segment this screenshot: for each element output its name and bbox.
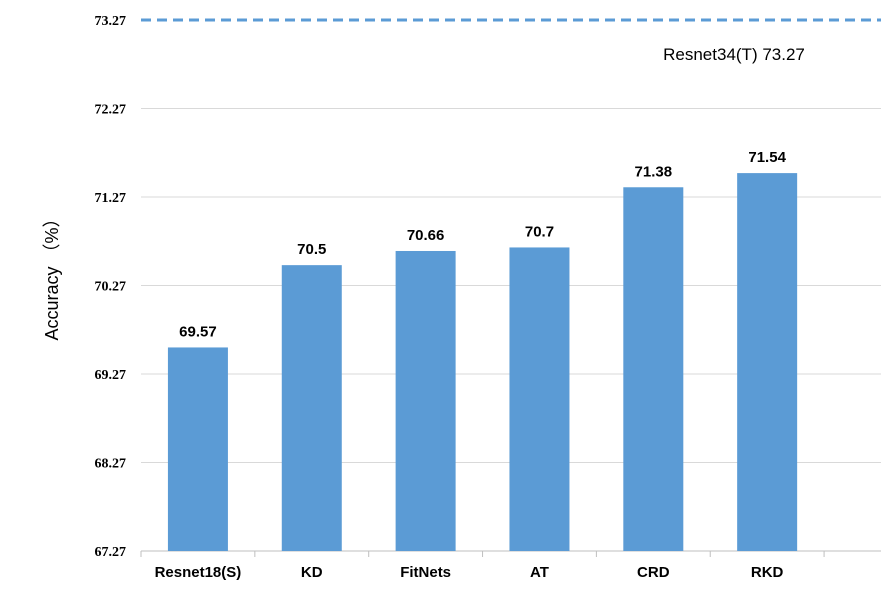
y-tick-label: 73.27 <box>95 14 127 29</box>
data-label: 71.38 <box>635 163 673 180</box>
x-tick-label: FitNets <box>400 564 451 581</box>
data-label: 70.5 <box>297 241 326 258</box>
reference-label: Resnet34(T) 73.27 <box>663 45 805 64</box>
bars <box>167 173 798 552</box>
y-tick-label: 71.27 <box>95 191 127 206</box>
x-tick-label: KD <box>301 564 323 581</box>
bar-rkd <box>737 173 798 552</box>
bar-at <box>509 247 570 551</box>
bar-fitnets <box>395 250 456 552</box>
y-tick-label: 69.27 <box>95 368 127 383</box>
y-axis-label: Accuracy （%） <box>42 209 62 340</box>
data-label: 70.66 <box>407 227 445 244</box>
y-tick-label: 72.27 <box>95 103 127 118</box>
data-labels: 69.57 70.5 70.66 70.7 71.38 71.54 <box>179 149 786 340</box>
y-axis-ticks: 67.27 68.27 69.27 70.27 71.27 72.27 73.27 <box>95 14 127 560</box>
y-tick-label: 67.27 <box>95 545 127 560</box>
x-tick-label: RKD <box>751 564 784 581</box>
x-tick-label: CRD <box>637 564 670 581</box>
x-axis-ticks: Resnet18(S) KD FitNets AT CRD RKD <box>155 564 784 581</box>
y-tick-label: 70.27 <box>95 280 127 295</box>
bar-crd <box>623 187 684 551</box>
data-label: 70.7 <box>525 223 554 240</box>
x-tick-label: Resnet18(S) <box>155 564 242 581</box>
x-axis-tick-marks <box>140 551 825 557</box>
data-label: 69.57 <box>179 323 217 340</box>
y-tick-label: 68.27 <box>95 457 127 472</box>
data-label: 71.54 <box>748 149 786 166</box>
bar-kd <box>281 265 342 551</box>
bar-resnet18-s <box>167 347 228 551</box>
x-tick-label: AT <box>530 564 549 581</box>
